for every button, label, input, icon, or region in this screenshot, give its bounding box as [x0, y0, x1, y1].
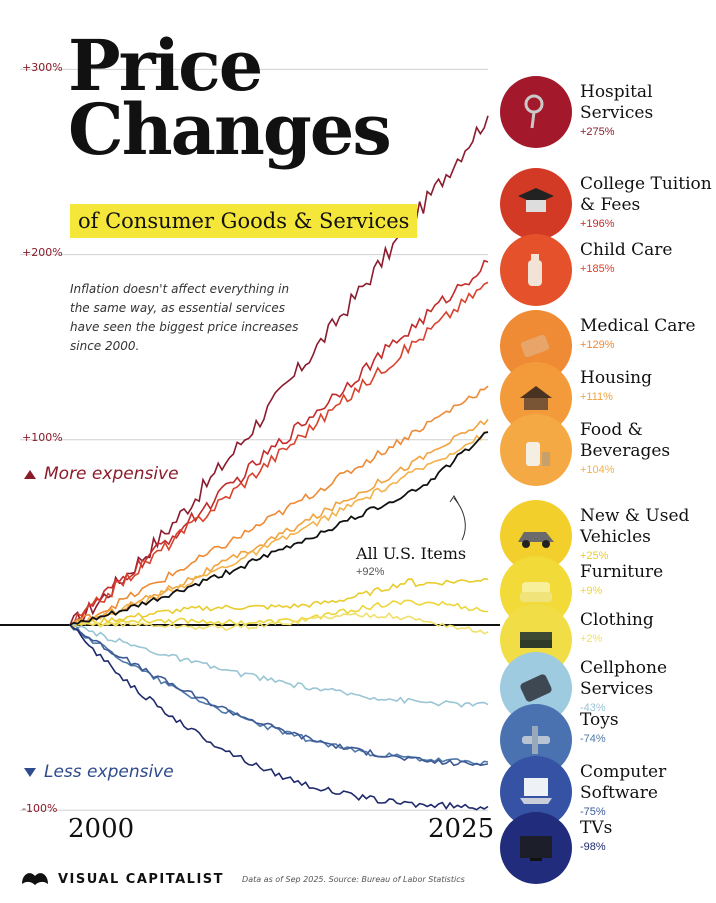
legend-name: Medical Care: [580, 316, 696, 336]
series-line-cellphone-services: [69, 623, 489, 708]
intro-text: Inflation doesn't affect everything in t…: [70, 282, 299, 353]
legend-label: Child Care +185%: [580, 240, 716, 275]
baby-bottle-icon: [500, 234, 572, 306]
series-line-toys: [69, 624, 489, 766]
legend-label: Toys -74%: [580, 710, 716, 745]
legend-value: +275%: [580, 126, 615, 138]
series-line-furniture: [69, 599, 488, 627]
legend-value: -98%: [580, 841, 606, 853]
legend-value: +9%: [580, 585, 603, 597]
legend-value: -74%: [580, 733, 606, 745]
all-items-annotation: All U.S. Items +92%: [356, 544, 467, 578]
y-tick-label-100: +100%: [22, 431, 63, 444]
annotation-arrow: [453, 497, 466, 541]
down-triangle-icon: [24, 767, 36, 777]
series-line-hospital-services: [69, 115, 489, 627]
legend-name: Computer Software: [580, 762, 667, 803]
legend-label: TVs -98%: [580, 818, 716, 853]
less-expensive-label: Less expensive: [24, 762, 174, 782]
legend-name: Housing: [580, 368, 653, 388]
legend-value: +129%: [580, 339, 615, 351]
legend-label: College Tuition & Fees +196%: [580, 174, 716, 230]
footer: VISUAL CAPITALIST Data as of Sep 2025. S…: [20, 868, 465, 890]
series-line-child-care: [69, 281, 489, 626]
legend-label: Housing +111%: [580, 368, 716, 403]
source-note: Data as of Sep 2025. Source: Bureau of L…: [242, 874, 465, 884]
legend-label: Computer Software -75%: [580, 762, 716, 818]
tv-icon: [500, 812, 572, 884]
graduation-cap-icon: [500, 168, 572, 240]
legend-name: Furniture: [580, 562, 664, 582]
legend-name: Cellphone Services: [580, 658, 668, 699]
legend-value: -43%: [580, 702, 606, 714]
legend-label: Medical Care +129%: [580, 316, 716, 351]
legend-value: +2%: [580, 633, 603, 645]
legend-name: Toys: [580, 710, 619, 730]
legend-name: Clothing: [580, 610, 654, 630]
visual-capitalist-logo-icon: [22, 873, 48, 885]
legend-label: New & Used Vehicles +25%: [580, 506, 716, 562]
series-line-new-used-vehicles: [69, 577, 489, 628]
subtitle: of Consumer Goods & Services: [70, 204, 418, 238]
series-line-computer-software: [69, 624, 489, 767]
series-line-college-tuition-fees: [69, 259, 489, 628]
stethoscope-icon: [500, 76, 572, 148]
y-tick-label-200: +200%: [22, 246, 63, 259]
legend-name: College Tuition & Fees: [580, 174, 712, 215]
milk-bottle-icon: [500, 414, 572, 486]
legend-label: Cellphone Services -43%: [580, 658, 716, 714]
series-line-clothing: [69, 611, 489, 635]
page-title: Price Changes: [68, 24, 392, 171]
legend-value: +196%: [580, 218, 615, 230]
legend-name: Hospital Services: [580, 82, 654, 123]
series-line-housing: [69, 418, 489, 626]
legend-value: +185%: [580, 263, 615, 275]
legend-name: Food & Beverages: [580, 420, 671, 461]
legend-name: TVs: [580, 818, 613, 838]
legend-label: Clothing +2%: [580, 610, 716, 645]
y-tick-label-minus100: -100%: [22, 802, 58, 815]
legend-value: +104%: [580, 464, 615, 476]
up-triangle-icon: [24, 469, 36, 479]
legend-label: Furniture +9%: [580, 562, 716, 597]
x-tick-2000: 2000: [68, 814, 135, 844]
legend-label: Food & Beverages +104%: [580, 420, 716, 476]
series-line-food-beverages: [69, 431, 489, 629]
y-tick-label-300: +300%: [22, 61, 63, 74]
legend-name: Child Care: [580, 240, 673, 260]
series-line-medical-care: [69, 385, 489, 626]
legend-value: +25%: [580, 550, 609, 562]
legend-value: +111%: [580, 391, 613, 403]
legend-label: Hospital Services +275%: [580, 82, 716, 138]
legend-value: -75%: [580, 806, 606, 818]
more-expensive-label: More expensive: [24, 464, 179, 484]
series-line-all-u-s-items: [69, 431, 489, 626]
legend-name: New & Used Vehicles: [580, 506, 690, 547]
x-tick-2025: 2025: [428, 814, 495, 844]
brand-name: VISUAL CAPITALIST: [58, 871, 225, 887]
annotation-arrowhead: [449, 495, 459, 504]
series-line-tvs: [69, 624, 489, 811]
